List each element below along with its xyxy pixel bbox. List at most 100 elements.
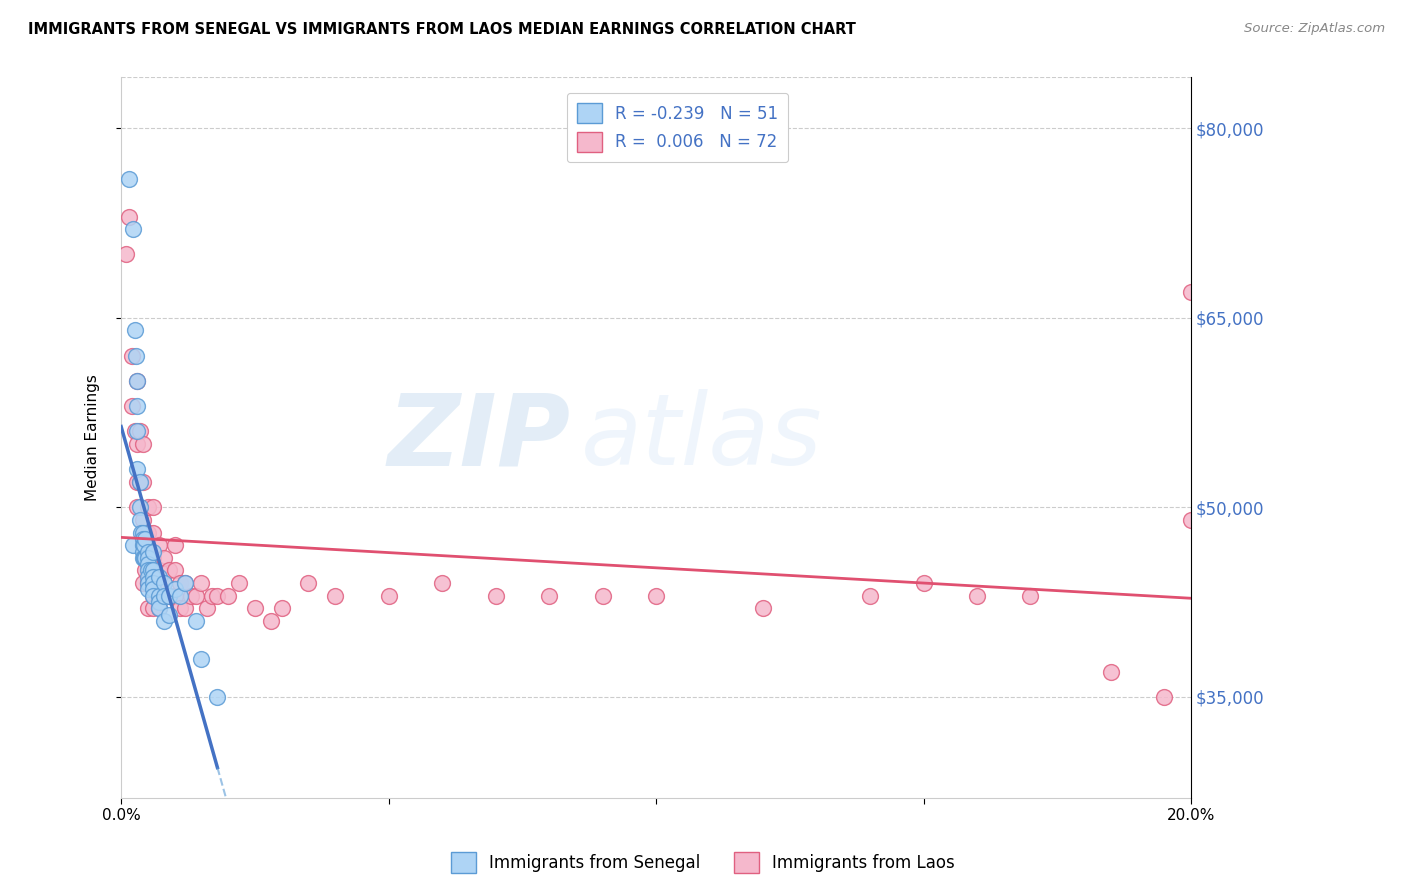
Point: [148, 564, 170, 578]
Text: Source: ZipAtlas.com: Source: ZipAtlas.com: [1244, 22, 1385, 36]
Point: [377, 589, 399, 603]
Point: [169, 601, 191, 615]
Point: [131, 576, 153, 591]
Point: [136, 544, 159, 558]
Point: [128, 475, 150, 489]
Point: [139, 564, 162, 578]
Point: [157, 607, 180, 622]
Point: [128, 513, 150, 527]
Point: [169, 576, 191, 591]
Point: [228, 576, 250, 591]
Point: [136, 570, 159, 584]
Point: [184, 614, 207, 628]
Point: [1019, 589, 1042, 603]
Point: [122, 538, 145, 552]
Point: [180, 589, 202, 603]
Point: [148, 601, 170, 615]
Point: [1153, 690, 1175, 704]
Point: [270, 601, 292, 615]
Point: [131, 532, 153, 546]
Point: [174, 576, 197, 591]
Point: [142, 564, 165, 578]
Point: [127, 374, 149, 388]
Point: [136, 550, 159, 565]
Point: [128, 475, 150, 489]
Point: [859, 589, 882, 603]
Point: [148, 595, 170, 609]
Point: [430, 576, 453, 591]
Point: [1099, 665, 1122, 679]
Point: [142, 589, 165, 603]
Point: [142, 589, 165, 603]
Point: [153, 589, 176, 603]
Point: [136, 557, 159, 571]
Point: [136, 550, 159, 565]
Point: [136, 601, 159, 615]
Point: [127, 462, 149, 476]
Point: [174, 576, 197, 591]
Point: [163, 582, 186, 597]
Point: [153, 614, 176, 628]
Point: [124, 425, 146, 439]
Point: [148, 570, 170, 584]
Point: [142, 500, 165, 515]
Y-axis label: Median Earnings: Median Earnings: [86, 375, 100, 501]
Point: [136, 576, 159, 591]
Point: [184, 589, 207, 603]
Point: [207, 690, 229, 704]
Point: [136, 500, 159, 515]
Point: [153, 576, 176, 591]
Point: [142, 544, 165, 558]
Point: [132, 538, 155, 552]
Legend: Immigrants from Senegal, Immigrants from Laos: Immigrants from Senegal, Immigrants from…: [444, 846, 962, 880]
Point: [148, 538, 170, 552]
Point: [174, 601, 197, 615]
Point: [134, 525, 156, 540]
Point: [131, 525, 153, 540]
Point: [134, 550, 156, 565]
Point: [127, 475, 149, 489]
Point: [148, 589, 170, 603]
Point: [134, 532, 156, 546]
Point: [118, 210, 141, 224]
Text: ZIP: ZIP: [388, 389, 571, 486]
Point: [1180, 285, 1202, 300]
Point: [118, 171, 141, 186]
Point: [131, 475, 153, 489]
Point: [260, 614, 283, 628]
Point: [121, 399, 143, 413]
Point: [163, 538, 186, 552]
Point: [153, 550, 176, 565]
Point: [131, 538, 153, 552]
Point: [148, 589, 170, 603]
Point: [136, 564, 159, 578]
Point: [115, 247, 138, 261]
Point: [131, 550, 153, 565]
Point: [297, 576, 319, 591]
Point: [127, 425, 149, 439]
Point: [127, 500, 149, 515]
Point: [752, 601, 775, 615]
Point: [128, 500, 150, 515]
Point: [142, 550, 165, 565]
Point: [323, 589, 346, 603]
Point: [190, 652, 212, 666]
Legend: R = -0.239   N = 51, R =  0.006   N = 72: R = -0.239 N = 51, R = 0.006 N = 72: [567, 93, 789, 162]
Point: [127, 374, 149, 388]
Point: [484, 589, 506, 603]
Point: [127, 399, 149, 413]
Point: [142, 525, 165, 540]
Point: [169, 589, 191, 603]
Point: [131, 544, 153, 558]
Point: [163, 564, 186, 578]
Point: [645, 589, 668, 603]
Point: [131, 513, 153, 527]
Point: [142, 582, 165, 597]
Point: [148, 601, 170, 615]
Point: [538, 589, 561, 603]
Point: [125, 349, 148, 363]
Point: [153, 576, 176, 591]
Text: atlas: atlas: [581, 389, 823, 486]
Point: [134, 564, 156, 578]
Point: [132, 550, 155, 565]
